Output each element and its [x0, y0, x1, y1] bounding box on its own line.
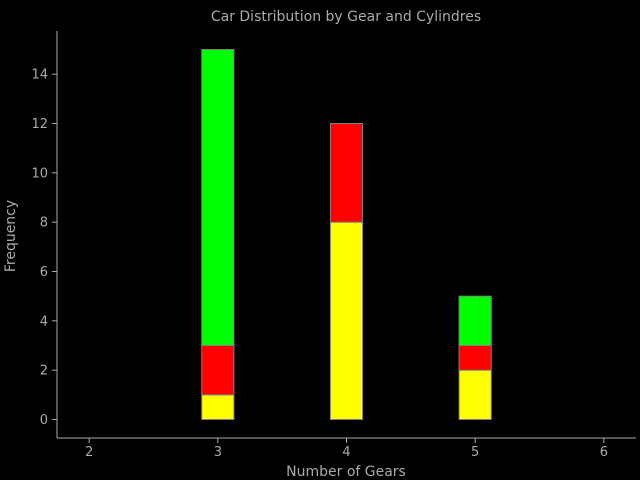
bar-gear-4-segment-2: [329, 123, 364, 223]
y-tick-label: 2: [40, 364, 48, 379]
bar-gear-4-segment-1: [329, 221, 364, 420]
x-tick-label: 6: [600, 445, 608, 460]
y-axis-label: Frequency: [3, 200, 19, 272]
chart-title: Car Distribution by Gear and Cylindres: [211, 9, 481, 25]
bar-gear-3-segment-3: [201, 49, 235, 346]
bar-gear-5-segment-1: [458, 369, 492, 420]
y-tick-label: 10: [31, 166, 48, 181]
bars-group: [201, 49, 492, 421]
x-tick-label: 5: [471, 445, 479, 460]
bar-gear-5-segment-3: [458, 295, 492, 346]
y-tick-label: 12: [31, 117, 48, 132]
x-ticks-group: 2 3 4 5 6: [85, 438, 608, 460]
x-tick-label: 4: [342, 445, 350, 460]
y-tick-label: 14: [31, 68, 48, 83]
y-ticks-group: 0 2 4 6 8 10 12 14: [31, 68, 57, 428]
x-tick-label: 3: [214, 445, 222, 460]
x-tick-label: 2: [85, 445, 93, 460]
bar-gear-3-segment-2: [201, 345, 235, 396]
bar-gear-3-segment-1: [201, 394, 235, 421]
y-tick-label: 4: [40, 314, 48, 329]
x-axis-label: Number of Gears: [286, 464, 406, 480]
bar-gear-5-segment-2: [458, 345, 492, 371]
y-tick-label: 8: [40, 216, 48, 231]
y-tick-label: 6: [40, 265, 48, 280]
y-tick-label: 0: [40, 413, 48, 428]
